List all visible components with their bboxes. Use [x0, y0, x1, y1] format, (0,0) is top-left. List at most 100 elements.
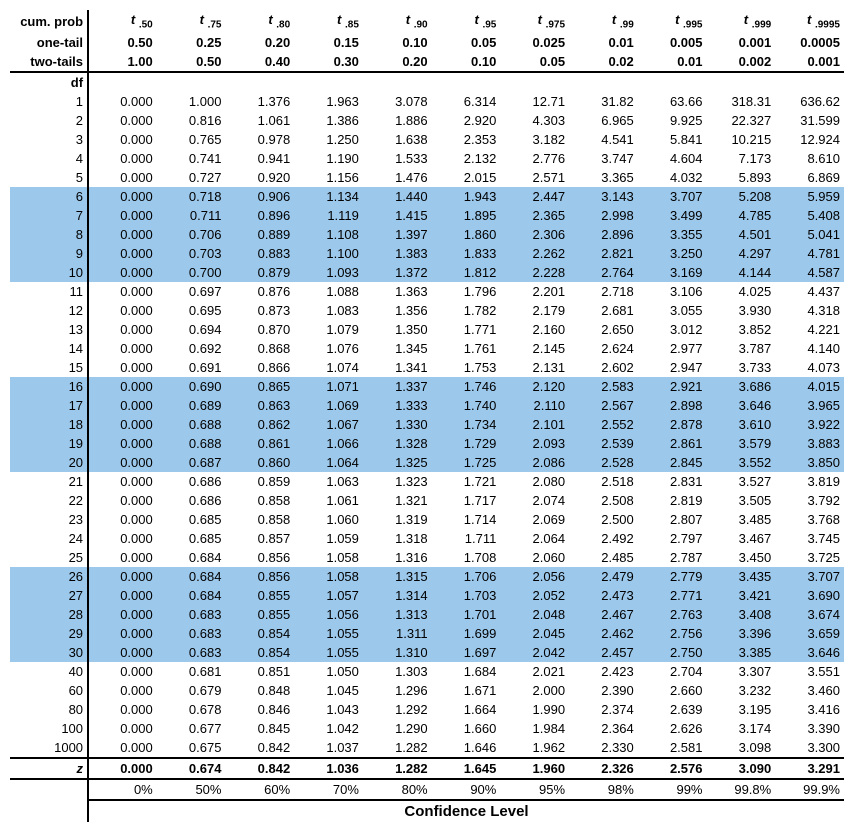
- df-value: 30: [10, 643, 88, 662]
- t-cell: 3.745: [775, 529, 844, 548]
- t-cell: 0.677: [157, 719, 226, 738]
- t-cell: 6.869: [775, 168, 844, 187]
- t-header: t .995: [638, 10, 707, 33]
- t-cell: 2.626: [638, 719, 707, 738]
- t-cell: 2.069: [500, 510, 569, 529]
- t-cell: 3.579: [707, 434, 776, 453]
- confidence-pct: 95%: [500, 779, 569, 800]
- df-value: 17: [10, 396, 88, 415]
- t-cell: 0.718: [157, 187, 226, 206]
- t-cell: 2.567: [569, 396, 638, 415]
- t-cell: 1.061: [225, 111, 294, 130]
- t-cell: 2.821: [569, 244, 638, 263]
- t-cell: 1.156: [294, 168, 363, 187]
- t-cell: 0.842: [225, 738, 294, 758]
- t-cell: 3.707: [775, 567, 844, 586]
- t-cell: 5.208: [707, 187, 776, 206]
- df-value: 12: [10, 301, 88, 320]
- one-tail-value: 0.20: [225, 33, 294, 52]
- t-cell: 6.965: [569, 111, 638, 130]
- t-cell: 3.460: [775, 681, 844, 700]
- t-cell: 0.681: [157, 662, 226, 681]
- t-cell: 0.706: [157, 225, 226, 244]
- t-cell: 0.858: [225, 491, 294, 510]
- t-header: t .95: [432, 10, 501, 33]
- t-cell: 2.718: [569, 282, 638, 301]
- cum-prob-label: cum. prob: [10, 10, 88, 33]
- df-value: 23: [10, 510, 88, 529]
- t-cell: 2.920: [432, 111, 501, 130]
- t-cell: 1.042: [294, 719, 363, 738]
- t-cell: 0.854: [225, 624, 294, 643]
- confidence-pct: 0%: [88, 779, 157, 800]
- t-cell: 0.857: [225, 529, 294, 548]
- t-cell: 0.000: [88, 567, 157, 586]
- t-cell: 12.71: [500, 92, 569, 111]
- t-cell: 2.704: [638, 662, 707, 681]
- t-cell: 1.706: [432, 567, 501, 586]
- t-cell: 0.000: [88, 301, 157, 320]
- t-cell: 1.292: [363, 700, 432, 719]
- t-cell: 0.906: [225, 187, 294, 206]
- t-cell: 0.741: [157, 149, 226, 168]
- t-cell: 0.000: [88, 225, 157, 244]
- confidence-pct: 99.8%: [707, 779, 776, 800]
- df-value: 21: [10, 472, 88, 491]
- t-cell: 10.215: [707, 130, 776, 149]
- t-cell: 3.930: [707, 301, 776, 320]
- t-cell: 1.050: [294, 662, 363, 681]
- df-value: 16: [10, 377, 88, 396]
- t-cell: 1.415: [363, 206, 432, 225]
- confidence-level-label: Confidence Level: [88, 800, 844, 822]
- t-cell: 1.060: [294, 510, 363, 529]
- z-cell: 1.282: [363, 758, 432, 779]
- t-cell: 2.763: [638, 605, 707, 624]
- t-cell: 1.045: [294, 681, 363, 700]
- t-cell: 1.671: [432, 681, 501, 700]
- t-cell: 1.717: [432, 491, 501, 510]
- t-cell: 1.345: [363, 339, 432, 358]
- t-cell: 2.120: [500, 377, 569, 396]
- t-cell: 0.883: [225, 244, 294, 263]
- t-cell: 4.015: [775, 377, 844, 396]
- t-cell: 3.852: [707, 320, 776, 339]
- t-cell: 2.756: [638, 624, 707, 643]
- t-cell: 2.086: [500, 453, 569, 472]
- t-cell: 4.785: [707, 206, 776, 225]
- t-cell: 2.660: [638, 681, 707, 700]
- t-cell: 0.873: [225, 301, 294, 320]
- t-cell: 2.093: [500, 434, 569, 453]
- t-cell: 1.753: [432, 358, 501, 377]
- t-cell: 1.330: [363, 415, 432, 434]
- t-cell: 0.876: [225, 282, 294, 301]
- df-value: 7: [10, 206, 88, 225]
- t-cell: 2.819: [638, 491, 707, 510]
- t-cell: 0.851: [225, 662, 294, 681]
- t-cell: 2.052: [500, 586, 569, 605]
- t-cell: 1.895: [432, 206, 501, 225]
- t-cell: 3.883: [775, 434, 844, 453]
- df-value: 24: [10, 529, 88, 548]
- two-tails-value: 0.40: [225, 52, 294, 72]
- t-cell: 2.500: [569, 510, 638, 529]
- t-cell: 2.878: [638, 415, 707, 434]
- t-cell: 1.303: [363, 662, 432, 681]
- t-cell: 0.691: [157, 358, 226, 377]
- t-cell: 0.000: [88, 358, 157, 377]
- t-cell: 0.000: [88, 434, 157, 453]
- t-cell: 2.518: [569, 472, 638, 491]
- one-tail-value: 0.0005: [775, 33, 844, 52]
- t-cell: 3.098: [707, 738, 776, 758]
- t-cell: 2.110: [500, 396, 569, 415]
- confidence-pct: [10, 779, 88, 800]
- t-cell: 3.143: [569, 187, 638, 206]
- t-cell: 0.855: [225, 605, 294, 624]
- t-cell: 12.924: [775, 130, 844, 149]
- t-cell: 1.119: [294, 206, 363, 225]
- t-cell: 0.866: [225, 358, 294, 377]
- t-cell: 2.462: [569, 624, 638, 643]
- t-cell: 5.041: [775, 225, 844, 244]
- t-cell: 3.527: [707, 472, 776, 491]
- t-cell: 4.297: [707, 244, 776, 263]
- t-cell: 0.679: [157, 681, 226, 700]
